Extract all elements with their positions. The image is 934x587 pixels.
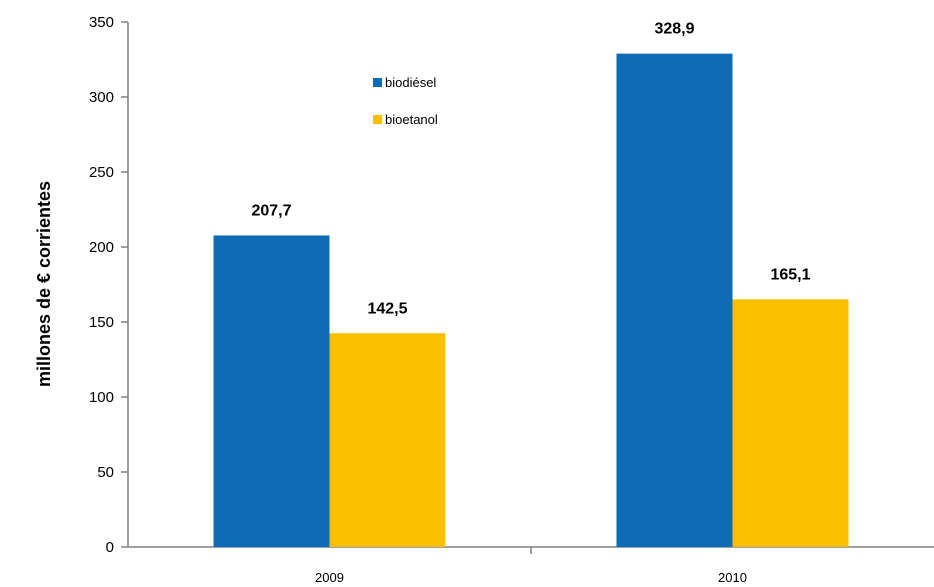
legend-swatch	[373, 78, 382, 87]
legend-label: bioetanol	[385, 112, 438, 127]
bar-2010-biodiesel	[616, 53, 733, 548]
bars: 207,7 142,5 2009 328,9 165,1 2010	[213, 21, 849, 585]
data-label: 207,7	[251, 202, 291, 219]
y-tick-label: 350	[89, 14, 114, 31]
y-tick-label: 100	[89, 389, 114, 406]
x-tick-label: 2010	[718, 570, 747, 585]
y-tick-label: 250	[89, 164, 114, 181]
data-label: 142,5	[367, 300, 407, 317]
legend-label: biodiésel	[385, 75, 436, 90]
legend-swatch	[373, 115, 382, 124]
bar-2009-bioetanol	[329, 333, 446, 547]
data-label: 328,9	[654, 21, 694, 38]
data-label: 165,1	[770, 266, 810, 283]
y-tick-label: 150	[89, 314, 114, 331]
legend: biodiésel bioetanol	[373, 75, 438, 127]
bar-2009-biodiesel	[213, 235, 330, 547]
y-tick-label: 200	[89, 239, 114, 256]
bar-2010-bioetanol	[732, 299, 849, 547]
y-tick-label: 50	[97, 464, 114, 481]
x-tick-label: 2009	[315, 570, 344, 585]
y-axis-label: millones de € corrientes	[34, 181, 54, 387]
y-tick-label: 0	[106, 539, 114, 556]
y-tick-label: 300	[89, 89, 114, 106]
